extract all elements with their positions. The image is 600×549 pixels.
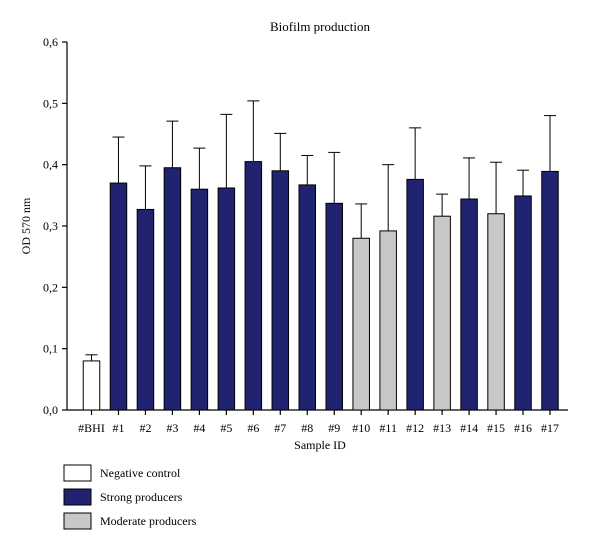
bar-5 bbox=[217, 187, 236, 411]
y-tick-label: 0,3 bbox=[43, 219, 58, 233]
y-tick-label: 0,4 bbox=[43, 158, 58, 172]
y-tick-label: 0,0 bbox=[43, 403, 58, 417]
bar-15 bbox=[487, 213, 505, 411]
bar-2 bbox=[136, 208, 155, 411]
bar-10 bbox=[352, 237, 370, 411]
bar-14 bbox=[460, 198, 478, 411]
x-tick-label: #10 bbox=[352, 421, 370, 435]
y-tick-label: 0,1 bbox=[43, 342, 58, 356]
x-tick-label: #7 bbox=[274, 421, 286, 435]
bar-9 bbox=[325, 202, 343, 411]
bar-4 bbox=[190, 188, 209, 411]
x-tick-label: #8 bbox=[301, 421, 313, 435]
bar-17 bbox=[541, 170, 559, 411]
x-tick-label: #6 bbox=[247, 421, 259, 435]
bar-6 bbox=[244, 161, 263, 411]
x-tick-label: #13 bbox=[433, 421, 451, 435]
bar-13 bbox=[433, 215, 451, 411]
x-tick-label: #11 bbox=[379, 421, 397, 435]
x-tick-label: #15 bbox=[487, 421, 505, 435]
x-axis-label: Sample ID bbox=[294, 438, 346, 452]
bars bbox=[82, 100, 559, 411]
y-tick-label: 0,6 bbox=[43, 35, 58, 49]
x-tick-label: #5 bbox=[220, 421, 232, 435]
x-tick-label: #12 bbox=[406, 421, 424, 435]
bar-3 bbox=[163, 167, 182, 411]
x-tick-label: #BHI bbox=[78, 421, 105, 435]
y-tick-label: 0,5 bbox=[43, 96, 58, 110]
x-tick-label: #2 bbox=[139, 421, 151, 435]
legend-swatch-moderate bbox=[63, 512, 92, 530]
y-axis-label: OD 570 nm bbox=[19, 197, 33, 254]
x-tick-label: #16 bbox=[514, 421, 532, 435]
legend: Negative control Strong producers Moderate… bbox=[63, 464, 197, 530]
x-tick-label: #14 bbox=[460, 421, 478, 435]
x-axis: #BHI #1 #2 #3 #4 #5 #6 #7 #8 #9 #10 #11 #12 #13 #14 #15… bbox=[67, 409, 568, 435]
y-axis: 0,0 0,1 0,2 0,3 0,4 0,5 0,6 bbox=[43, 35, 68, 417]
legend-label-negative: Negative control bbox=[100, 466, 181, 480]
legend-label-moderate: Moderate producers bbox=[100, 514, 197, 528]
legend-swatch-strong bbox=[63, 488, 92, 506]
x-tick-label: #3 bbox=[166, 421, 178, 435]
legend-label-strong: Strong producers bbox=[100, 490, 183, 504]
y-tick-label: 0,2 bbox=[43, 280, 58, 294]
x-tick-label: #1 bbox=[112, 421, 124, 435]
bar-11 bbox=[379, 230, 397, 411]
bar-16 bbox=[514, 195, 532, 411]
bar-8 bbox=[298, 184, 317, 411]
x-tick-label: #4 bbox=[193, 421, 205, 435]
bar-1 bbox=[109, 182, 128, 411]
bar-12 bbox=[406, 178, 424, 411]
bar-BHI bbox=[82, 360, 101, 411]
x-tick-label: #9 bbox=[328, 421, 340, 435]
chart-title: Biofilm production bbox=[270, 19, 371, 34]
bar-7 bbox=[271, 170, 290, 411]
legend-swatch-negative bbox=[63, 464, 92, 482]
x-tick-label: #17 bbox=[541, 421, 559, 435]
